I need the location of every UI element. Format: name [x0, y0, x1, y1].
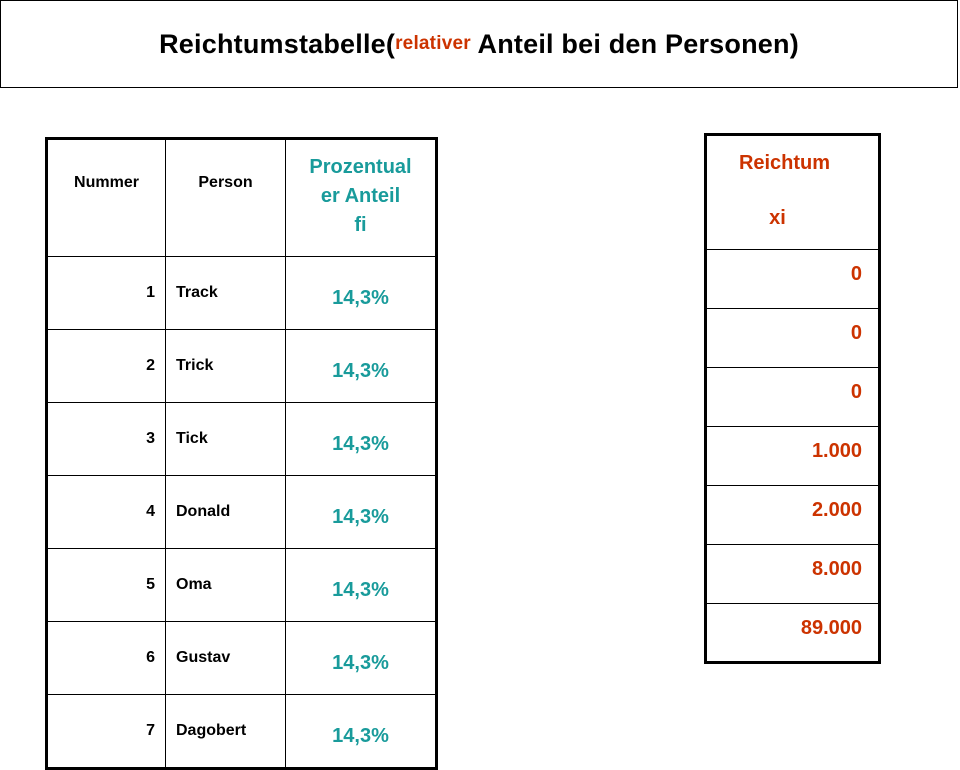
title-suffix: Anteil bei den Personen)	[470, 28, 799, 59]
wealth-header-cell: Reichtum xi	[705, 134, 880, 250]
table-row: 2.000	[705, 485, 880, 545]
wealth-value: 0	[705, 367, 880, 427]
wealth-value: 8.000	[705, 544, 880, 604]
cell-nummer: 5	[46, 548, 166, 622]
cell-nummer: 1	[46, 256, 166, 330]
cell-anteil: 14,3%	[285, 548, 437, 622]
table-row: 0	[705, 249, 880, 309]
cell-anteil: 14,3%	[285, 329, 437, 403]
wealth-value: 0	[705, 308, 880, 368]
wealth-value: 0	[705, 249, 880, 309]
title-accent: relativer	[395, 33, 471, 54]
wealth-header-row: Reichtum xi	[705, 134, 880, 250]
table-row: 1 Track 14,3%	[46, 256, 437, 330]
header-person: Person	[198, 174, 253, 191]
cell-person: Trick	[165, 329, 286, 403]
cell-person: Gustav	[165, 621, 286, 695]
wealth-value: 2.000	[705, 485, 880, 545]
title-prefix: Reichtumstabelle(	[159, 28, 396, 59]
table-row: 7 Dagobert 14,3%	[46, 694, 437, 769]
table-row: 0	[705, 367, 880, 427]
cell-person: Donald	[165, 475, 286, 549]
header-cell-person: Person	[165, 138, 286, 257]
table-row: 2 Trick 14,3%	[46, 329, 437, 403]
cell-anteil: 14,3%	[285, 475, 437, 549]
table-row: 89.000	[705, 603, 880, 663]
table-row: 3 Tick 14,3%	[46, 402, 437, 476]
wealth-header-line1: Reichtum	[738, 152, 831, 174]
wealth-table: Reichtum xi 0 0 0 1.000 2.000 8.000 89.0…	[704, 133, 881, 664]
cell-person: Oma	[165, 548, 286, 622]
table-row: 6 Gustav 14,3%	[46, 621, 437, 695]
page-title: Reichtumstabelle(relativer Anteil bei de…	[0, 0, 958, 88]
cell-nummer: 7	[46, 694, 166, 769]
table-header-row: Nummer Person Prozentual er Anteil fi	[46, 138, 437, 257]
header-cell-anteil: Prozentual er Anteil fi	[285, 138, 437, 257]
header-nummer: Nummer	[74, 174, 139, 191]
wealth-header-line2: xi	[769, 207, 786, 229]
wealth-value: 89.000	[705, 603, 880, 663]
cell-anteil: 14,3%	[285, 694, 437, 769]
header-anteil-line1: Prozentual	[309, 155, 412, 178]
header-anteil-line3: fi	[354, 213, 367, 236]
cell-nummer: 2	[46, 329, 166, 403]
cell-nummer: 3	[46, 402, 166, 476]
header-anteil-line2: er Anteil	[320, 184, 401, 207]
header-cell-nummer: Nummer	[46, 138, 166, 257]
table-row: 5 Oma 14,3%	[46, 548, 437, 622]
cell-anteil: 14,3%	[285, 402, 437, 476]
cell-anteil: 14,3%	[285, 621, 437, 695]
cell-person: Dagobert	[165, 694, 286, 769]
table-row: 1.000	[705, 426, 880, 486]
cell-anteil: 14,3%	[285, 256, 437, 330]
wealth-value: 1.000	[705, 426, 880, 486]
cell-nummer: 6	[46, 621, 166, 695]
cell-person: Track	[165, 256, 286, 330]
cell-person: Tick	[165, 402, 286, 476]
cell-nummer: 4	[46, 475, 166, 549]
table-row: 0	[705, 308, 880, 368]
table-row: 8.000	[705, 544, 880, 604]
table-row: 4 Donald 14,3%	[46, 475, 437, 549]
person-share-table: Nummer Person Prozentual er Anteil fi 1 …	[45, 137, 438, 770]
